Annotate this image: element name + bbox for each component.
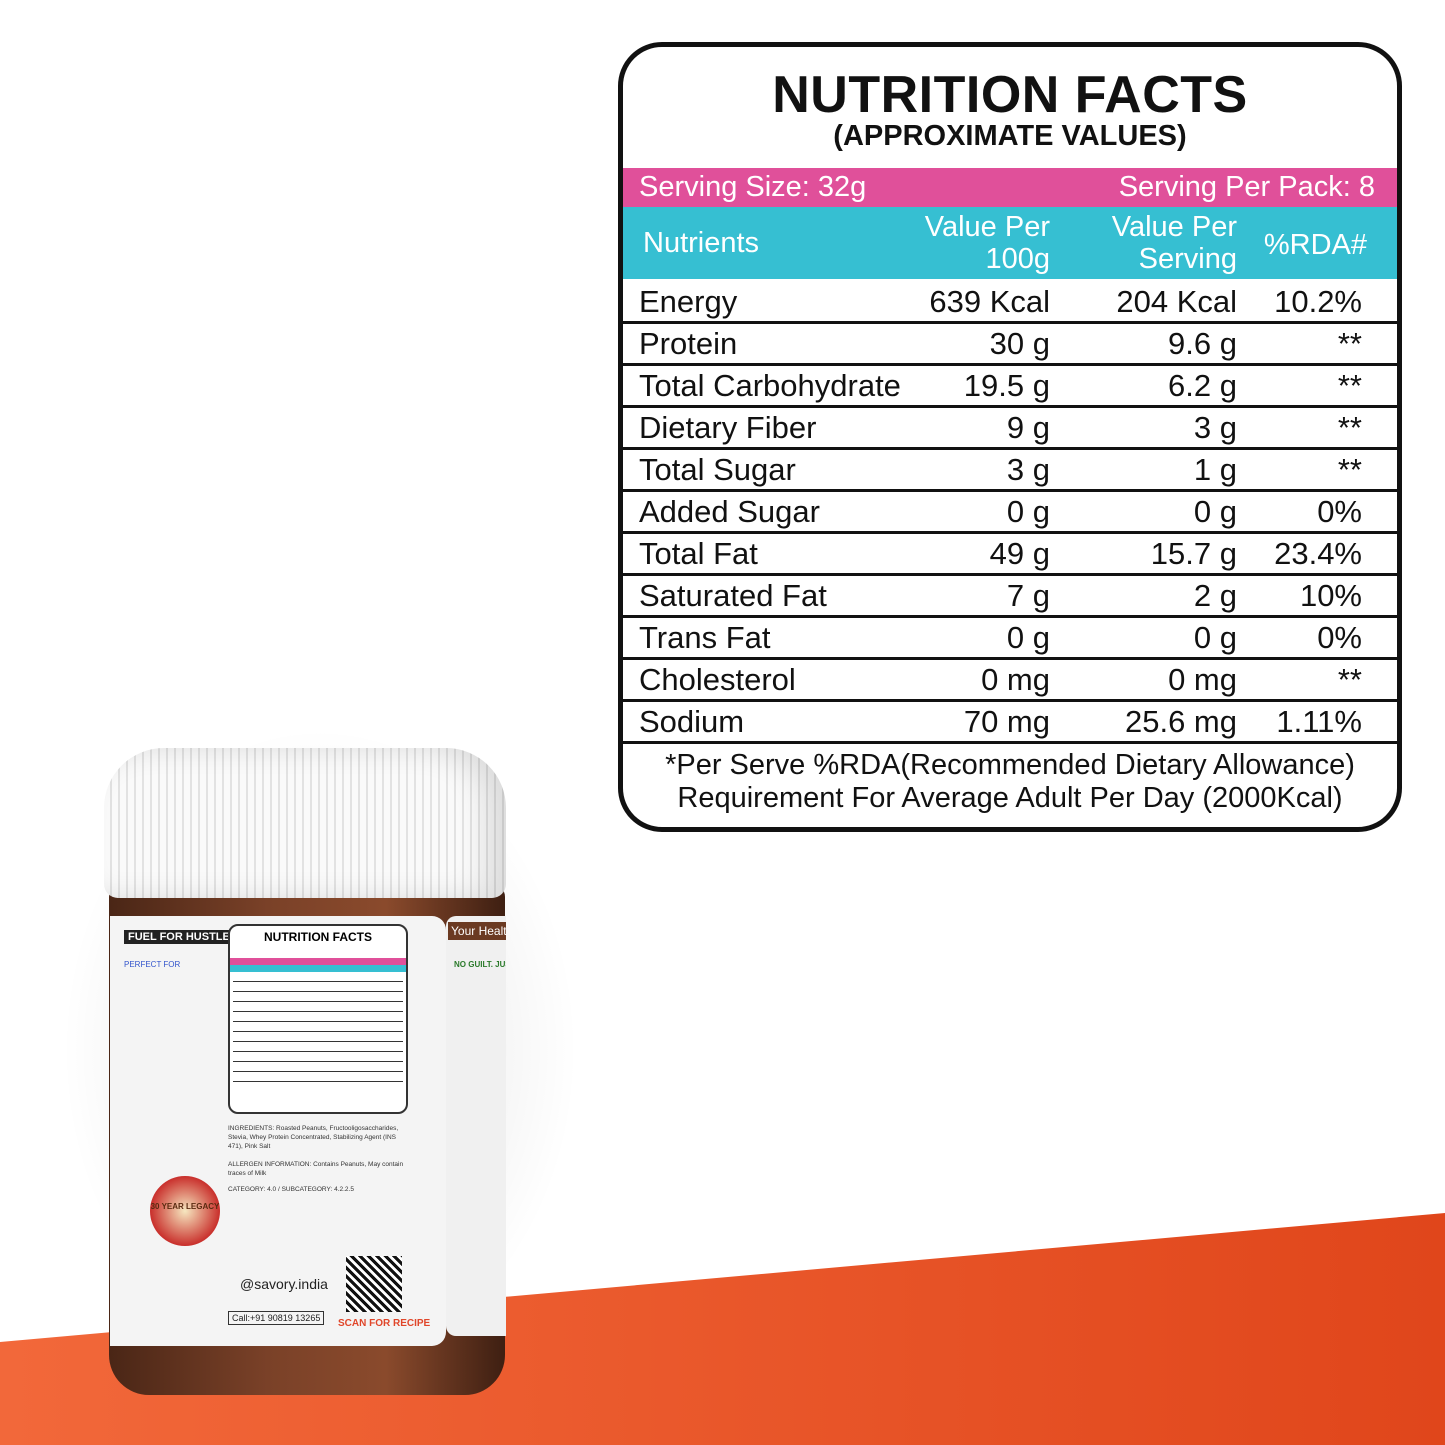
panel-title: NUTRITION FACTS	[772, 66, 1248, 124]
value-per-serving: 9.6 g	[1168, 326, 1237, 361]
rda-percent: 0%	[1317, 494, 1362, 529]
rda-percent: **	[1337, 368, 1362, 403]
value-per-100g: 0 mg	[981, 662, 1050, 697]
value-per-100g: 7 g	[1006, 578, 1050, 613]
value-per-100g: 0 g	[1006, 494, 1050, 529]
rda-percent: **	[1337, 452, 1362, 487]
rda-percent: **	[1337, 326, 1362, 361]
jar-lid	[104, 748, 506, 898]
rda-percent: **	[1337, 662, 1362, 697]
value-per-serving: 15.7 g	[1150, 536, 1237, 571]
nutrient-row: Total Sugar 3 g 1 g **	[623, 450, 1397, 492]
mini-title: NUTRITION FACTS	[264, 930, 372, 944]
mini-nutrition-table: NUTRITION FACTS	[228, 924, 408, 1114]
value-per-serving: 1 g	[1193, 452, 1237, 487]
nutrient-row: Total Carbohydrate 19.5 g 6.2 g **	[623, 366, 1397, 408]
nutrient-row: Total Fat 49 g 15.7 g 23.4%	[623, 534, 1397, 576]
jar-side-title: Your Healthy	[448, 922, 506, 940]
nutrient-name: Total Sugar	[639, 452, 796, 487]
value-per-100g: 30 g	[989, 326, 1050, 361]
jar-social-handle: @savory.india	[240, 1276, 328, 1292]
nutrient-row: Saturated Fat 7 g 2 g 10%	[623, 576, 1397, 618]
header-perserving-line1: Value Per	[1111, 211, 1237, 243]
rda-percent: 23.4%	[1274, 536, 1362, 571]
value-per-100g: 3 g	[1006, 452, 1050, 487]
value-per-100g: 0 g	[1006, 620, 1050, 655]
rda-percent: 0%	[1317, 620, 1362, 655]
value-per-100g: 49 g	[989, 536, 1050, 571]
jar-ingredients: INGREDIENTS: Roasted Peanuts, Fructoolig…	[228, 1125, 399, 1150]
nutrient-name: Sodium	[639, 704, 745, 739]
panel-subtitle: (APPROXIMATE VALUES)	[833, 120, 1187, 152]
value-per-serving: 204 Kcal	[1116, 284, 1237, 319]
nutrient-name: Trans Fat	[639, 620, 771, 655]
nutrient-row: Trans Fat 0 g 0 g 0%	[623, 618, 1397, 660]
value-per-serving: 0 mg	[1168, 662, 1237, 697]
value-per-100g: 70 mg	[963, 704, 1050, 739]
value-per-serving: 0 g	[1193, 620, 1237, 655]
qr-code-icon	[346, 1256, 402, 1312]
header-per100-line2: 100g	[985, 243, 1050, 275]
rda-percent: 10.2%	[1274, 284, 1362, 319]
rda-percent: **	[1337, 410, 1362, 445]
jar-side-sub: NO GUILT. JUST PURE	[454, 960, 506, 969]
product-jar: FUEL FOR HUSTLE MODE PERFECT FOR NUTRITI…	[104, 748, 508, 1398]
value-per-serving: 3 g	[1193, 410, 1237, 445]
nutrient-name: Saturated Fat	[639, 578, 827, 613]
serving-size: Serving Size: 32g	[639, 171, 867, 203]
nutrient-row: Energy 639 Kcal 204 Kcal 10.2%	[623, 282, 1397, 324]
nutrient-row: Protein 30 g 9.6 g **	[623, 324, 1397, 366]
nutrient-name: Added Sugar	[639, 494, 820, 529]
jar-label: FUEL FOR HUSTLE MODE PERFECT FOR NUTRITI…	[110, 916, 446, 1346]
nutrient-name: Total Fat	[639, 536, 758, 571]
rda-percent: 1.11%	[1276, 704, 1362, 739]
nutrient-row: Sodium 70 mg 25.6 mg 1.11%	[623, 702, 1397, 744]
jar-scan-for-recipe: SCAN FOR RECIPE	[338, 1318, 431, 1329]
value-per-serving: 25.6 mg	[1124, 704, 1237, 739]
jar-allergen: ALLERGEN INFORMATION: Contains Peanuts, …	[228, 1161, 404, 1177]
nutrient-name: Total Carbohydrate	[639, 368, 901, 403]
nutrient-name: Protein	[639, 326, 738, 361]
nutrient-row: Dietary Fiber 9 g 3 g **	[623, 408, 1397, 450]
serving-bar: Serving Size: 32g Serving Per Pack: 8	[623, 168, 1397, 207]
header-rda: %RDA#	[1263, 229, 1367, 261]
header-perserving-line2: Serving	[1138, 243, 1237, 275]
value-per-100g: 639 Kcal	[929, 284, 1050, 319]
nutrient-name: Dietary Fiber	[639, 410, 817, 445]
header-per100: Value Per 100g	[925, 211, 1050, 275]
serving-per-pack: Serving Per Pack: 8	[1118, 171, 1375, 203]
nutrient-row: Added Sugar 0 g 0 g 0%	[623, 492, 1397, 534]
value-per-100g: 9 g	[1006, 410, 1050, 445]
table-header: Nutrients Value Per 100g Value Per Serving…	[623, 207, 1397, 279]
header-nutrients: Nutrients	[643, 227, 760, 259]
value-per-serving: 6.2 g	[1168, 368, 1237, 403]
value-per-100g: 19.5 g	[963, 368, 1050, 403]
footnote-line2: Requirement For Average Adult Per Day (2…	[677, 782, 1343, 814]
value-per-serving: 0 g	[1193, 494, 1237, 529]
rda-percent: 10%	[1299, 578, 1362, 613]
nutrient-name: Energy	[639, 284, 738, 319]
header-per100-line1: Value Per	[924, 211, 1050, 243]
legacy-badge: 30 YEAR LEGACY	[150, 1176, 220, 1246]
jar-category: CATEGORY: 4.0 / SUBCATEGORY: 4.2.2.5	[228, 1186, 354, 1193]
jar-side-label: Your Healthy NO GUILT. JUST PURE	[446, 916, 506, 1336]
jar-perfect-for: PERFECT FOR	[124, 960, 181, 969]
nutrient-name: Cholesterol	[639, 662, 796, 697]
jar-call: Call:+91 90819 13265	[228, 1311, 325, 1325]
nutrient-row: Cholesterol 0 mg 0 mg **	[623, 660, 1397, 702]
footnote: *Per Serve %RDA(Recommended Dietary Allo…	[623, 749, 1397, 815]
footnote-line1: *Per Serve %RDA(Recommended Dietary Allo…	[665, 749, 1355, 781]
nutrition-facts-panel: NUTRITION FACTS (APPROXIMATE VALUES) Ser…	[618, 42, 1402, 832]
value-per-serving: 2 g	[1193, 578, 1237, 613]
header-perserving: Value Per Serving	[1112, 211, 1237, 275]
